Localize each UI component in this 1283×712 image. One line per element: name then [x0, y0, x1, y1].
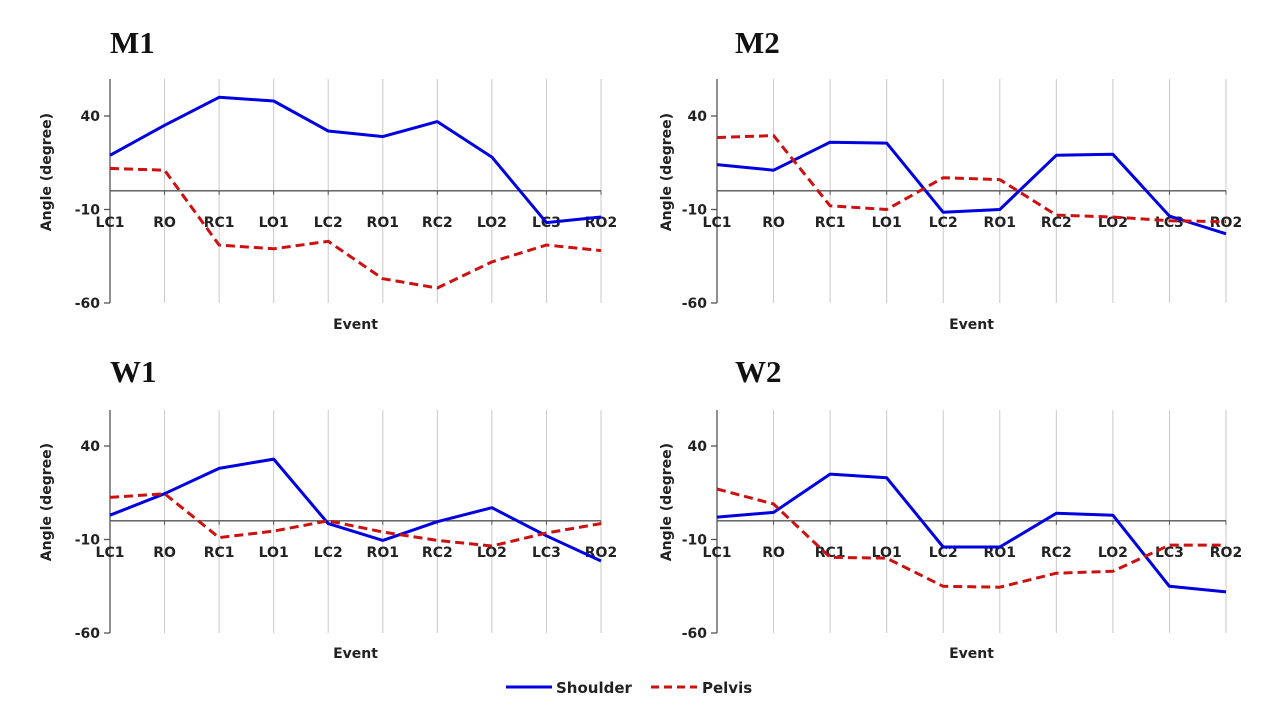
- series-line-shoulder: [716, 140, 1227, 236]
- x-category-label: LO1: [259, 215, 289, 231]
- x-category-label: LC3: [1155, 545, 1184, 561]
- y-tick-label: 40: [688, 439, 708, 455]
- x-category-label: RC1: [204, 215, 235, 231]
- x-category-label: LO1: [872, 215, 902, 231]
- y-tick-label: -10: [682, 203, 708, 219]
- panel-title: M1: [110, 25, 155, 60]
- x-category-label: RC2: [422, 215, 453, 231]
- x-category-label: RO1: [984, 215, 1016, 231]
- y-axis-title: Angle (degree): [659, 443, 675, 561]
- x-category-label: RO: [153, 545, 176, 561]
- panel-title: M2: [735, 25, 780, 60]
- panel-title: W2: [735, 354, 782, 389]
- x-category-label: RC1: [204, 545, 235, 561]
- x-category-label: RO2: [585, 545, 617, 561]
- y-tick-label: -60: [682, 626, 708, 642]
- x-category-label: RO2: [1210, 215, 1242, 231]
- y-tick-label: -10: [75, 203, 101, 219]
- x-category-label: LO2: [1098, 545, 1128, 561]
- y-tick-label: -60: [75, 626, 101, 642]
- x-axis-title: Event: [333, 317, 378, 333]
- chart-panel-w1: W1 40 -10 -60 LC1 RO RC1 LO1 LC2 RO1 RC2 LO2 LC3 RO2 A…: [39, 354, 617, 662]
- x-category-label: LC3: [532, 545, 561, 561]
- legend-label-pelvis: Pelvis: [702, 679, 752, 697]
- x-category-label: RO: [762, 215, 785, 231]
- x-category-label: RC1: [815, 215, 846, 231]
- legend: Shoulder Pelvis: [506, 679, 752, 697]
- series-line-shoulder: [716, 472, 1227, 594]
- series-line-pelvis: [109, 166, 602, 290]
- x-category-label: RO1: [984, 545, 1016, 561]
- x-category-label: LO1: [259, 545, 289, 561]
- y-axis-title: Angle (degree): [39, 113, 55, 231]
- x-category-label: LC1: [96, 545, 125, 561]
- y-tick-label: -10: [75, 533, 101, 549]
- x-category-label: RO1: [367, 545, 399, 561]
- chart-panels: M1 40 -10 -60 LC1 RO RC1 LO1 LC2 RO1 RC2 LO2 LC3 RO2 A…: [39, 25, 1242, 662]
- series-line-pelvis: [109, 492, 602, 548]
- x-category-label: RO: [762, 545, 785, 561]
- series-line-pelvis: [716, 487, 1226, 589]
- y-tick-label: 40: [81, 439, 101, 455]
- x-category-label: RO: [153, 215, 176, 231]
- y-axis-title: Angle (degree): [39, 443, 55, 561]
- x-category-label: LC1: [96, 215, 125, 231]
- x-category-label: LO2: [477, 545, 507, 561]
- x-category-label: LO2: [477, 215, 507, 231]
- x-axis-title: Event: [333, 646, 378, 662]
- x-category-label: LC2: [314, 545, 343, 561]
- x-category-label: RO2: [1210, 545, 1242, 561]
- x-category-label: LC2: [929, 215, 958, 231]
- x-category-label: LC1: [703, 545, 732, 561]
- series-line-pelvis: [716, 134, 1227, 224]
- x-axis-title: Event: [949, 317, 994, 333]
- x-category-label: LC2: [314, 215, 343, 231]
- panel-title: W1: [110, 354, 157, 389]
- x-category-label: RC2: [1041, 215, 1072, 231]
- x-category-label: LC1: [703, 215, 732, 231]
- legend-label-shoulder: Shoulder: [556, 679, 633, 697]
- x-category-label: RC2: [422, 545, 453, 561]
- x-category-label: RO1: [367, 215, 399, 231]
- y-tick-label: 40: [81, 109, 101, 125]
- series-line-shoulder: [109, 457, 602, 563]
- y-tick-label: -10: [682, 533, 708, 549]
- y-tick-label: -60: [682, 296, 708, 312]
- y-axis-title: Angle (degree): [659, 113, 675, 231]
- x-axis-title: Event: [949, 646, 994, 662]
- x-category-label: LC2: [929, 545, 958, 561]
- y-tick-label: -60: [75, 296, 101, 312]
- x-category-label: RC2: [1041, 545, 1072, 561]
- y-tick-label: 40: [688, 109, 708, 125]
- series-line-shoulder: [109, 95, 602, 225]
